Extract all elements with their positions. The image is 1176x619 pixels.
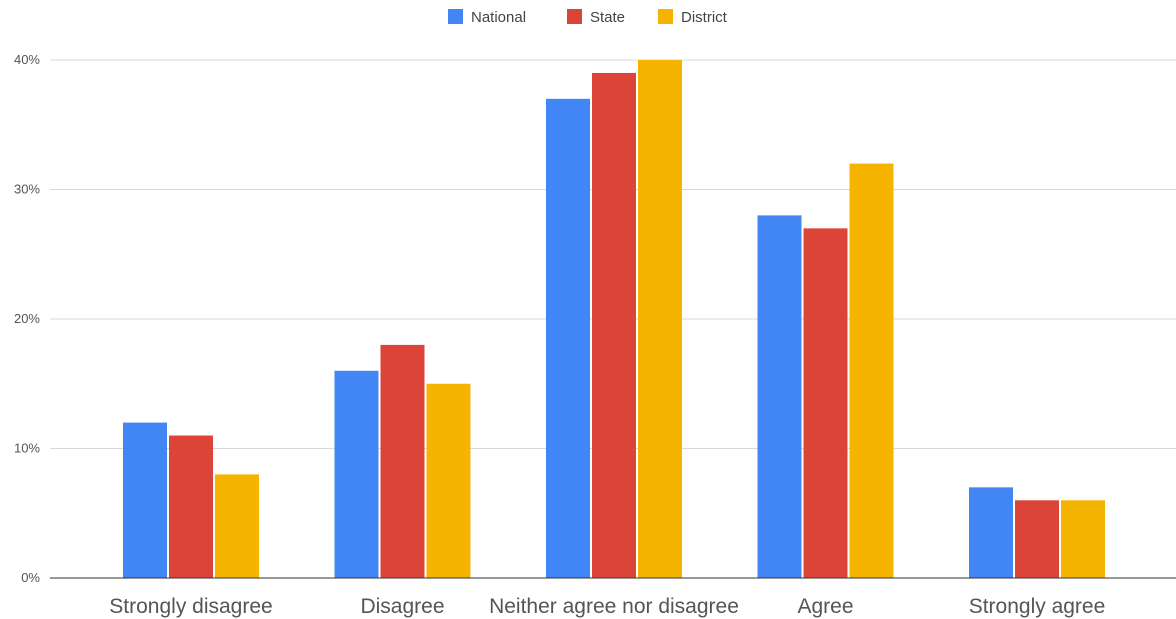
bar-district-1 bbox=[215, 474, 259, 578]
bar-district-3 bbox=[638, 60, 682, 578]
bar-district-5 bbox=[1061, 500, 1105, 578]
x-category-label: Disagree bbox=[360, 595, 444, 618]
x-category-label: Neither agree nor disagree bbox=[489, 595, 739, 618]
legend-label: State bbox=[590, 9, 625, 26]
bar-state-3 bbox=[592, 72, 636, 578]
bar-national-4 bbox=[757, 215, 802, 578]
y-tick-label: 30% bbox=[14, 182, 40, 197]
bar-national-3 bbox=[546, 98, 590, 578]
legend-label: District bbox=[681, 9, 728, 26]
legend-label: National bbox=[471, 9, 526, 26]
y-axis-tick-labels: 0% 10% 20% 30% 40% bbox=[14, 52, 40, 585]
bar-district-2 bbox=[426, 383, 471, 578]
x-category-label: Strongly disagree bbox=[109, 595, 272, 618]
bar-state-4 bbox=[803, 228, 848, 578]
legend-item-state: State bbox=[567, 9, 625, 26]
x-axis-category-labels: Strongly disagree Disagree Neither agree n… bbox=[109, 595, 1105, 618]
x-category-label: Agree bbox=[797, 595, 853, 618]
x-category-label: Strongly agree bbox=[969, 595, 1106, 618]
bar-national-2 bbox=[334, 370, 379, 578]
legend-swatch bbox=[567, 9, 582, 24]
bar-state-1 bbox=[169, 435, 213, 578]
bar-national-1 bbox=[123, 422, 167, 578]
legend-item-national: National bbox=[448, 9, 526, 26]
y-tick-label: 0% bbox=[21, 570, 40, 585]
bars bbox=[123, 60, 1105, 578]
bar-state-5 bbox=[1015, 500, 1059, 578]
legend-swatch bbox=[658, 9, 673, 24]
y-tick-label: 20% bbox=[14, 311, 40, 326]
y-tick-label: 10% bbox=[14, 441, 40, 456]
bar-district-4 bbox=[849, 163, 894, 578]
bar-state-2 bbox=[380, 344, 425, 578]
legend-swatch bbox=[448, 9, 463, 24]
y-tick-label: 40% bbox=[14, 52, 40, 67]
legend: National State District bbox=[448, 9, 728, 26]
legend-item-district: District bbox=[658, 9, 728, 26]
bar-national-5 bbox=[969, 487, 1013, 578]
